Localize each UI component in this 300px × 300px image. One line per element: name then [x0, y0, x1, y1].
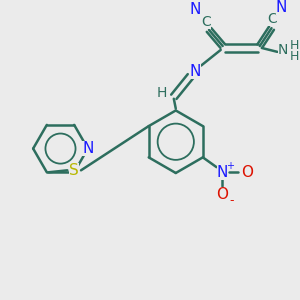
- Text: -: -: [229, 194, 233, 207]
- Text: C: C: [201, 15, 211, 29]
- Text: H: H: [157, 86, 167, 100]
- Text: C: C: [268, 12, 278, 26]
- Text: H: H: [289, 50, 299, 63]
- Text: O: O: [216, 187, 228, 202]
- Text: N: N: [217, 164, 228, 179]
- Text: N: N: [82, 141, 94, 156]
- Text: N: N: [190, 64, 201, 79]
- Text: N: N: [190, 2, 201, 17]
- Text: N: N: [278, 43, 288, 57]
- Text: O: O: [241, 164, 253, 179]
- Text: S: S: [69, 163, 79, 178]
- Text: N: N: [276, 0, 287, 15]
- Text: +: +: [226, 161, 234, 171]
- Text: H: H: [289, 38, 299, 52]
